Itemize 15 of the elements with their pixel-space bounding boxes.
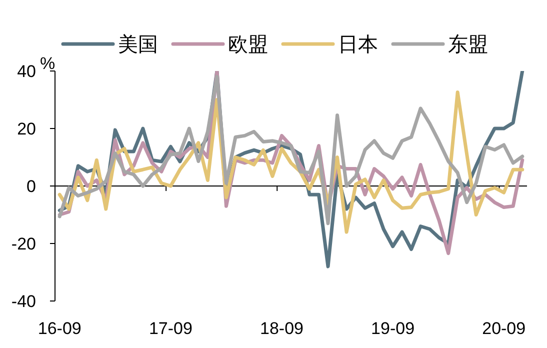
y-tick-label: -40 xyxy=(11,292,36,311)
legend-label: 日本 xyxy=(338,34,378,56)
y-tick-label: -20 xyxy=(11,234,36,254)
legend-label: 东盟 xyxy=(448,34,488,56)
y-tick-label: 0 xyxy=(26,177,36,196)
x-tick-label: 20-09 xyxy=(482,319,526,338)
y-tick-label: 20 xyxy=(17,120,36,138)
x-tick-label: 17-09 xyxy=(148,319,192,338)
y-tick-label: 40 xyxy=(17,62,36,81)
x-tick-label: 16-09 xyxy=(38,319,82,338)
y-axis-title: % xyxy=(40,54,56,73)
legend-label: 美国 xyxy=(118,33,158,56)
x-tick-label: 18-09 xyxy=(260,319,304,338)
x-tick-label: 19-09 xyxy=(371,319,415,338)
legend-label: 欧盟 xyxy=(228,34,268,56)
